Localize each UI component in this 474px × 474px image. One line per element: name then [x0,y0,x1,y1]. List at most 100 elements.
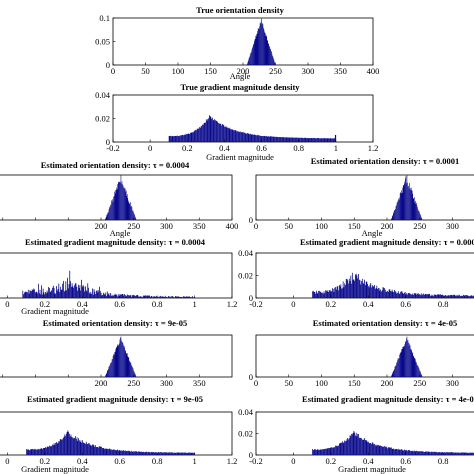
bar [74,438,76,455]
x-tick-label: 150 [348,221,361,231]
bar [181,135,183,142]
bar [232,129,234,142]
bar [292,137,294,142]
bar [134,373,136,377]
bar [472,295,474,298]
bar [293,137,295,142]
bar [324,293,326,298]
bar [343,442,345,455]
bar [323,138,325,142]
bar [132,210,133,220]
bar [426,451,428,455]
bar [187,133,189,142]
bar [250,133,251,142]
bar [452,295,454,298]
bar [81,442,83,455]
bar [81,279,82,298]
bar [323,291,325,298]
bar [237,131,238,142]
bar [106,214,108,220]
plot-frame [255,334,474,378]
bar [166,296,168,298]
bar [320,291,322,298]
x-tick-label: 0 [254,378,258,388]
bar [111,359,113,377]
bar [112,199,113,220]
bar [409,345,411,377]
x-tick-label: 1 [334,143,338,153]
bar [120,175,122,220]
bar [395,365,397,377]
bar [450,452,452,455]
bar [351,283,352,298]
bar [354,432,356,455]
bar [107,371,108,377]
x-tick-label: 0 [111,66,115,76]
bar [129,360,130,377]
bar [131,366,133,377]
bar [110,363,111,377]
bar [361,438,362,455]
bar [420,216,422,220]
bar [314,448,316,455]
x-tick-label: 0.8 [152,299,163,309]
bar [262,136,263,142]
bar [357,278,359,298]
bar [390,447,392,455]
bar [108,212,109,220]
bar [468,452,470,455]
bar [399,353,401,377]
bar [311,138,313,142]
bar [245,133,247,142]
bar [249,55,251,65]
bar [100,292,102,298]
bar [332,288,333,298]
bar [138,451,140,455]
y-tick-label: 0 [249,293,253,303]
bar [184,134,186,142]
bar [26,291,28,298]
bar [38,293,40,298]
bar [60,438,62,455]
bar [28,449,30,455]
bar [130,451,132,455]
bar [465,452,467,455]
chart-panel-p5: 0 0.2 0.4 0.6 0.8 1 1.2 Estimated gradient magn… [0,237,237,316]
bar [377,288,378,298]
bar [149,452,151,455]
bar [200,126,202,142]
bar [272,56,274,65]
bar [355,274,356,298]
bar [469,296,470,298]
bar [110,449,112,455]
bar [379,445,381,455]
bar [405,176,407,220]
bar [398,449,400,455]
bar [256,34,258,65]
bar [335,289,337,298]
bar [234,130,236,142]
bar [153,296,155,298]
bar [419,451,421,455]
bar [199,127,201,142]
x-axis-label: Gradient magnitude [21,464,89,474]
bar [393,292,395,298]
bar [118,345,119,377]
y-tick-label: 0.04 [95,90,111,100]
bar [39,449,40,455]
bar [31,291,32,298]
bar [213,120,215,142]
bar [32,448,34,455]
bar [193,452,194,455]
bar [123,188,125,220]
bar [134,216,136,220]
bar [361,278,363,298]
bar [412,193,414,220]
bar [102,294,104,298]
bar [88,443,90,455]
bar [424,293,426,298]
x-tick-label: 0.6 [400,299,411,309]
bar [364,285,366,298]
bar [65,435,66,455]
bar [118,449,120,455]
